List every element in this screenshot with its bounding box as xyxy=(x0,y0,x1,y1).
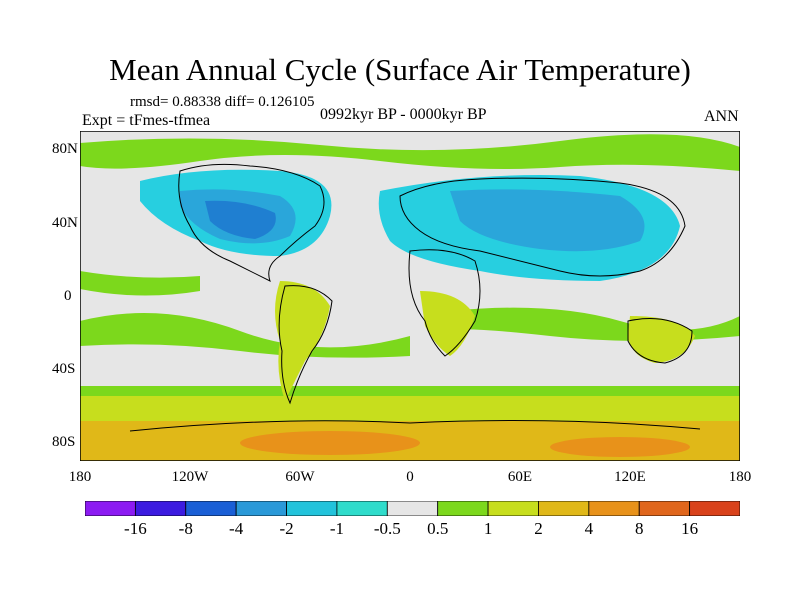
africa-warm xyxy=(420,291,475,356)
period-label: 0992kyr BP - 0000kyr BP xyxy=(320,106,487,123)
tropical-band-west xyxy=(80,313,410,358)
lon-label-0: 0 xyxy=(406,469,414,485)
lon-label-120w: 120W xyxy=(171,469,209,485)
colorbar-label: 2 xyxy=(534,519,543,538)
colorbar-label: 1 xyxy=(483,519,493,538)
colorbar-box-8 xyxy=(487,501,539,516)
colorbar-box-9 xyxy=(538,501,590,516)
colorbar-box-4 xyxy=(286,501,338,516)
colorbar-label: -4 xyxy=(229,519,244,538)
colorbar-box-2 xyxy=(185,501,237,516)
colorbar-label: 0.5 xyxy=(427,519,449,538)
colorbar-box-10 xyxy=(588,501,640,516)
page-title: Mean Annual Cycle (Surface Air Temperatu… xyxy=(109,52,691,87)
lat-label-40n: 40N xyxy=(52,215,78,231)
lat-label-80n: 80N xyxy=(52,141,78,157)
rmsd-diff-stats: rmsd= 0.88338 diff= 0.126105 xyxy=(130,94,315,110)
colorbar-label: -1 xyxy=(329,519,345,538)
coast-africa xyxy=(408,249,481,357)
lat-label-40s: 40S xyxy=(52,361,76,377)
season-label: ANN xyxy=(704,108,739,125)
colorbar-label: -8 xyxy=(178,519,193,538)
colorbar-box-3 xyxy=(235,501,287,516)
coast-north-america xyxy=(178,163,325,282)
colorbar-label: 16 xyxy=(681,519,699,538)
colorbar-label: 8 xyxy=(634,519,644,538)
lon-label-180e: 180 xyxy=(728,469,752,485)
coast-antarctica xyxy=(129,420,701,432)
colorbar xyxy=(85,501,740,516)
colorbar-label: -0.5 xyxy=(373,519,401,538)
colorbar-label: -16 xyxy=(124,519,147,538)
colorbar-box-12 xyxy=(689,501,740,516)
coastlines xyxy=(129,163,701,432)
arctic-warm-band xyxy=(80,134,740,171)
coast-south-america xyxy=(278,285,333,405)
experiment-label: Expt = tFmes-tfmea xyxy=(82,112,211,129)
lat-label-0: 0 xyxy=(64,288,72,304)
colorbar-box-11 xyxy=(638,501,691,516)
colorbar-label: 4 xyxy=(584,519,594,538)
lon-label-60w: 60W xyxy=(285,469,315,485)
colorbar-box-6 xyxy=(386,501,439,516)
lon-label-180w: 180 xyxy=(68,469,92,485)
n-pacific-band xyxy=(80,271,200,296)
eurasia-cooler xyxy=(450,189,645,252)
coast-australia xyxy=(627,318,693,364)
subantarctic-band xyxy=(80,386,740,396)
lat-label-80s: 80S xyxy=(52,434,76,450)
lon-label-60e: 60E xyxy=(507,469,533,485)
colorbar-box-0 xyxy=(85,501,136,516)
colorbar-label: -2 xyxy=(279,519,294,538)
colorbar-box-1 xyxy=(134,501,187,516)
australia-warm xyxy=(628,316,695,363)
lon-label-120e: 120E xyxy=(614,469,646,485)
colorbar-box-5 xyxy=(336,501,388,516)
south-america-warm xyxy=(275,281,330,401)
coast-eurasia xyxy=(399,177,686,277)
antarctic-warmer-patch xyxy=(240,431,420,455)
antarctic-warmer-patch-east xyxy=(550,437,690,457)
colorbar-box-7 xyxy=(437,501,489,516)
north-america-strong-cool xyxy=(205,200,276,239)
world-map xyxy=(80,131,740,461)
anomaly-fields xyxy=(80,134,740,461)
